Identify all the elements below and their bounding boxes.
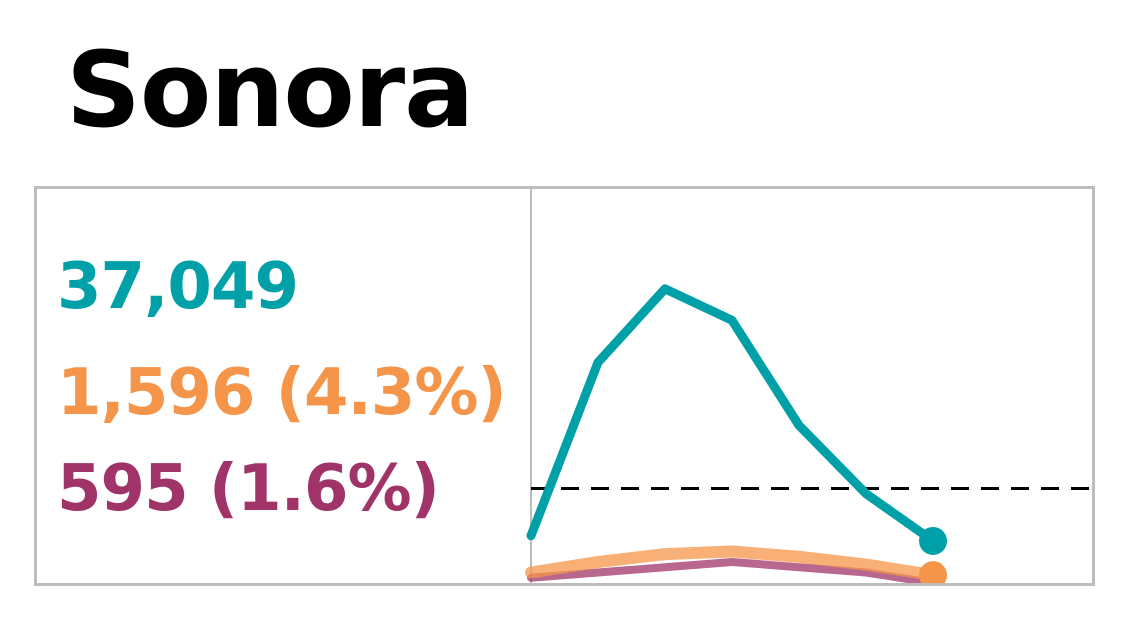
series-line-total <box>526 284 938 546</box>
page-title: Sonora <box>66 29 474 151</box>
panel-divider <box>530 189 532 583</box>
series-line-series_a <box>525 545 939 582</box>
stat-total: 37,049 <box>57 250 299 324</box>
series-end-point-series_a <box>919 561 947 583</box>
series-end-point-total <box>919 526 947 555</box>
series-line-series_b <box>527 557 937 583</box>
stat-series-b: 595 (1.6%) <box>57 452 440 526</box>
stat-series-a: 1,596 (4.3%) <box>57 356 507 430</box>
chart-panel: 37,049 1,596 (4.3%) 595 (1.6%) <box>34 186 1095 586</box>
line-chart <box>525 284 1092 583</box>
